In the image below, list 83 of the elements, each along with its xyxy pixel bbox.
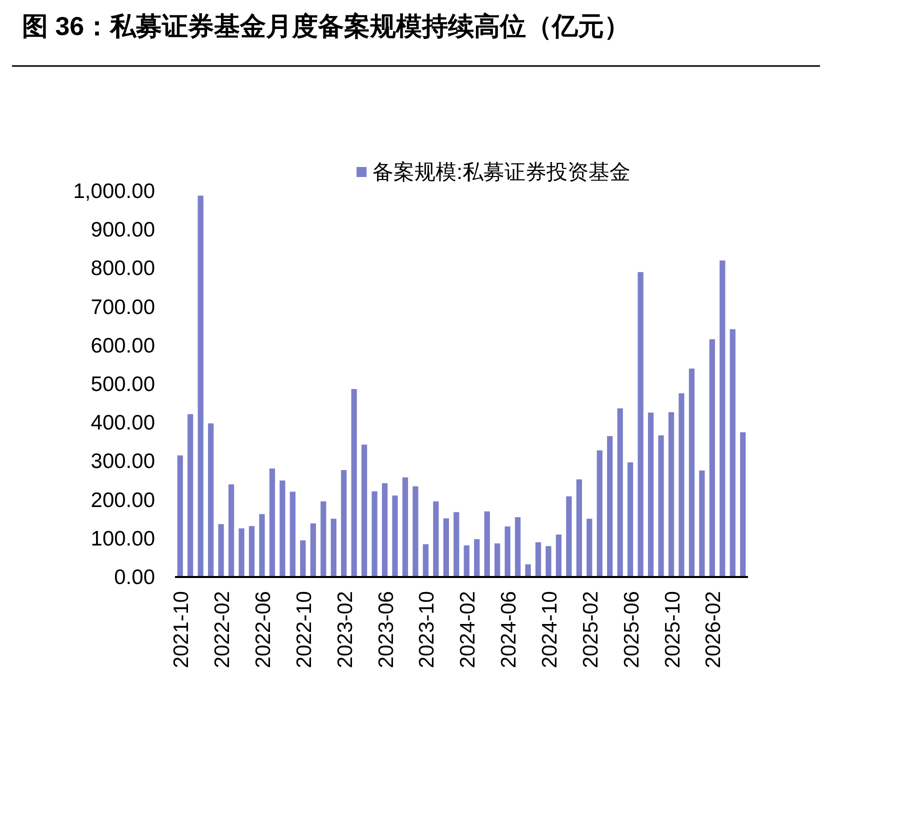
bar — [638, 272, 644, 577]
bar — [658, 435, 664, 577]
bar — [617, 408, 623, 577]
bar — [494, 543, 500, 577]
legend: 备案规模:私募证券投资基金 — [356, 161, 630, 184]
bar — [596, 450, 602, 577]
y-tick-label: 0.00 — [114, 566, 155, 589]
bar — [740, 432, 746, 577]
bar — [290, 492, 296, 577]
bar — [628, 462, 634, 577]
bar — [556, 534, 562, 577]
bar — [525, 564, 531, 577]
bar — [238, 528, 244, 577]
x-tick-label: 2024-02 — [456, 591, 480, 668]
bar — [443, 518, 449, 577]
bar — [730, 329, 736, 577]
x-tick-label: 2022-10 — [292, 591, 316, 668]
bar — [330, 518, 336, 577]
x-tick-label: 2023-02 — [334, 591, 357, 668]
bar — [198, 196, 204, 577]
bar — [218, 524, 224, 577]
bar — [504, 526, 510, 577]
bar — [566, 496, 572, 577]
bar — [382, 483, 388, 577]
bar — [422, 544, 428, 577]
bar — [709, 339, 715, 577]
bar — [484, 511, 490, 577]
bar — [361, 444, 368, 577]
bar — [320, 501, 326, 577]
x-tick-label: 2024-06 — [498, 591, 521, 668]
y-tick-label: 800.00 — [90, 257, 155, 280]
bar — [259, 514, 265, 577]
bar — [720, 260, 726, 577]
y-tick-label: 200.00 — [90, 488, 155, 512]
x-tick-label: 2025-10 — [661, 591, 684, 668]
bar — [464, 545, 470, 577]
bar — [177, 455, 183, 577]
y-tick-label: 100.00 — [90, 527, 155, 550]
y-tick-label: 300.00 — [90, 450, 155, 474]
chart-title: 图 36：私募证券基金月度备案规模持续高位（亿元） — [22, 11, 630, 41]
bar — [576, 479, 582, 577]
y-tick-label: 400.00 — [90, 412, 155, 435]
bar — [310, 523, 316, 577]
y-tick-label: 500.00 — [90, 373, 155, 396]
x-tick-label: 2023-10 — [416, 591, 439, 668]
bar — [372, 491, 378, 577]
bar — [474, 539, 480, 577]
bar — [392, 496, 398, 577]
bar — [678, 393, 684, 577]
x-tick-label: 2025-06 — [620, 591, 644, 668]
bar — [269, 468, 276, 577]
bar — [688, 368, 695, 577]
bar — [668, 412, 674, 577]
bar — [280, 480, 286, 577]
x-tick-label: 2026-02 — [702, 591, 726, 668]
bar — [586, 518, 592, 577]
bar — [535, 542, 542, 577]
x-tick-label: 2024-10 — [538, 591, 562, 668]
x-tick-label: 2025-02 — [579, 591, 602, 668]
y-tick-label: 700.00 — [90, 296, 155, 319]
bar — [208, 423, 214, 577]
y-tick-label: 900.00 — [90, 218, 155, 242]
bar — [412, 486, 418, 577]
bar — [433, 501, 439, 577]
y-tick-label: 600.00 — [90, 334, 155, 358]
bar — [699, 470, 705, 577]
bar — [648, 412, 654, 577]
bar — [514, 517, 521, 577]
x-tick-label: 2023-06 — [374, 591, 398, 668]
bar — [341, 470, 347, 577]
bar — [607, 436, 613, 577]
bar — [402, 477, 408, 577]
bar — [248, 526, 255, 577]
x-tick-label: 2021-10 — [170, 591, 194, 668]
bar — [454, 512, 460, 577]
x-tick-label: 2022-02 — [211, 591, 234, 668]
bar — [300, 540, 306, 577]
x-tick-label: 2022-06 — [252, 591, 275, 668]
bar — [546, 546, 552, 577]
y-tick-label: 1,000.00 — [73, 180, 155, 203]
bar — [228, 484, 234, 577]
bar — [351, 389, 357, 577]
bar — [188, 414, 194, 577]
